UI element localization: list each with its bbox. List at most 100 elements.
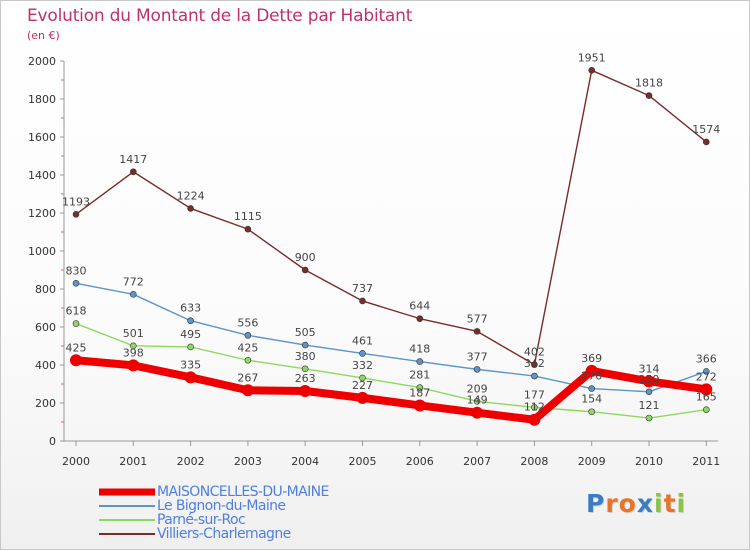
- y-tick-label: 200: [35, 397, 56, 410]
- data-point: [416, 384, 424, 391]
- data-label: 900: [295, 251, 316, 264]
- data-point: [585, 364, 598, 377]
- series-line: [75, 322, 707, 419]
- x-tick-label: 2005: [349, 455, 377, 468]
- series-line: [75, 282, 707, 393]
- data-point: [70, 354, 82, 367]
- x-tick-label: 2010: [635, 455, 663, 468]
- y-tick-label: 1400: [28, 169, 56, 182]
- data-label: 154: [581, 393, 602, 406]
- data-label: 1951: [578, 51, 606, 64]
- y-tick-label: 800: [35, 283, 56, 296]
- legend-swatch: [99, 519, 155, 521]
- data-label: 377: [467, 350, 488, 363]
- data-label: 772: [123, 275, 144, 288]
- y-tick-label: 1800: [28, 93, 56, 106]
- data-label: 267: [237, 371, 258, 384]
- data-point: [702, 368, 710, 375]
- data-point: [301, 266, 309, 274]
- data-point: [127, 359, 140, 372]
- data-label: 556: [237, 316, 258, 329]
- data-label: 1115: [234, 210, 262, 223]
- data-point: [588, 67, 596, 74]
- y-tick-label: 600: [35, 321, 56, 334]
- x-tick-label: 2008: [520, 455, 548, 468]
- data-label: 165: [696, 391, 717, 404]
- y-tick-label: 1200: [28, 207, 56, 220]
- data-point: [588, 385, 596, 392]
- legend-label: MAISONCELLES-DU-MAINE: [157, 484, 329, 500]
- data-point: [531, 361, 538, 368]
- data-label: 830: [66, 264, 87, 277]
- x-tick-label: 2004: [291, 455, 319, 468]
- chart-unit: (en €): [27, 29, 60, 42]
- series-line: [75, 69, 707, 366]
- legend-label: Parné-sur-Roc: [157, 512, 246, 528]
- data-label: 281: [409, 369, 430, 382]
- data-point: [702, 406, 710, 413]
- legend-swatch: [99, 533, 155, 535]
- legend-swatch: [99, 488, 155, 496]
- data-point: [359, 297, 366, 305]
- data-point: [413, 399, 426, 412]
- legend-label: Le Bignon-du-Maine: [157, 498, 286, 514]
- data-point: [356, 391, 369, 404]
- data-label: 1417: [119, 153, 147, 166]
- data-point: [359, 350, 366, 357]
- data-label: 227: [352, 379, 373, 392]
- data-label: 461: [352, 334, 373, 347]
- logo-letter: i: [676, 489, 687, 518]
- data-label: 618: [66, 305, 87, 318]
- data-point: [244, 332, 252, 339]
- logo-letter: o: [618, 489, 637, 518]
- data-point: [130, 291, 137, 298]
- data-point: [187, 317, 194, 325]
- data-label: 1818: [635, 77, 663, 90]
- data-label: 1224: [177, 189, 205, 202]
- data-label: 398: [123, 346, 144, 359]
- data-point: [301, 365, 309, 373]
- data-label: 259: [639, 373, 660, 386]
- data-point: [645, 414, 653, 422]
- data-label: 505: [295, 326, 316, 339]
- data-label: 495: [180, 328, 201, 341]
- data-point: [130, 342, 137, 350]
- data-point: [471, 406, 484, 419]
- data-point: [72, 320, 80, 327]
- data-label: 425: [66, 341, 87, 354]
- y-tick-label: 400: [35, 359, 56, 372]
- data-label: 425: [237, 341, 258, 354]
- data-label: 342: [524, 357, 545, 370]
- data-point: [241, 384, 254, 397]
- logo-letter: i: [654, 489, 664, 518]
- series-line: [72, 356, 711, 424]
- data-label: 369: [581, 352, 602, 365]
- data-point: [184, 371, 197, 384]
- legend-label: Villiers-Charlemagne: [157, 526, 291, 542]
- data-label: 272: [696, 370, 717, 383]
- data-point: [130, 168, 137, 176]
- data-label: 332: [352, 359, 373, 372]
- chart-title: Evolution du Montant de la Dette par Hab…: [27, 6, 413, 26]
- data-label: 366: [696, 352, 717, 365]
- data-label: 263: [295, 372, 316, 385]
- data-point: [187, 205, 194, 212]
- data-label: 276: [581, 370, 602, 383]
- data-point: [645, 388, 653, 396]
- data-label: 314: [639, 362, 660, 375]
- x-tick-label: 2001: [119, 455, 147, 468]
- data-label: 501: [123, 327, 144, 340]
- data-label: 402: [524, 346, 545, 359]
- data-point: [531, 404, 538, 411]
- data-label: 418: [409, 343, 430, 356]
- data-label: 737: [352, 282, 373, 295]
- y-tick-label: 1000: [28, 245, 56, 258]
- y-tick-label: 1600: [28, 131, 56, 144]
- data-label: 177: [524, 388, 545, 401]
- logo-letter: x: [636, 489, 654, 518]
- data-label: 187: [409, 386, 430, 399]
- data-label: 121: [639, 399, 660, 412]
